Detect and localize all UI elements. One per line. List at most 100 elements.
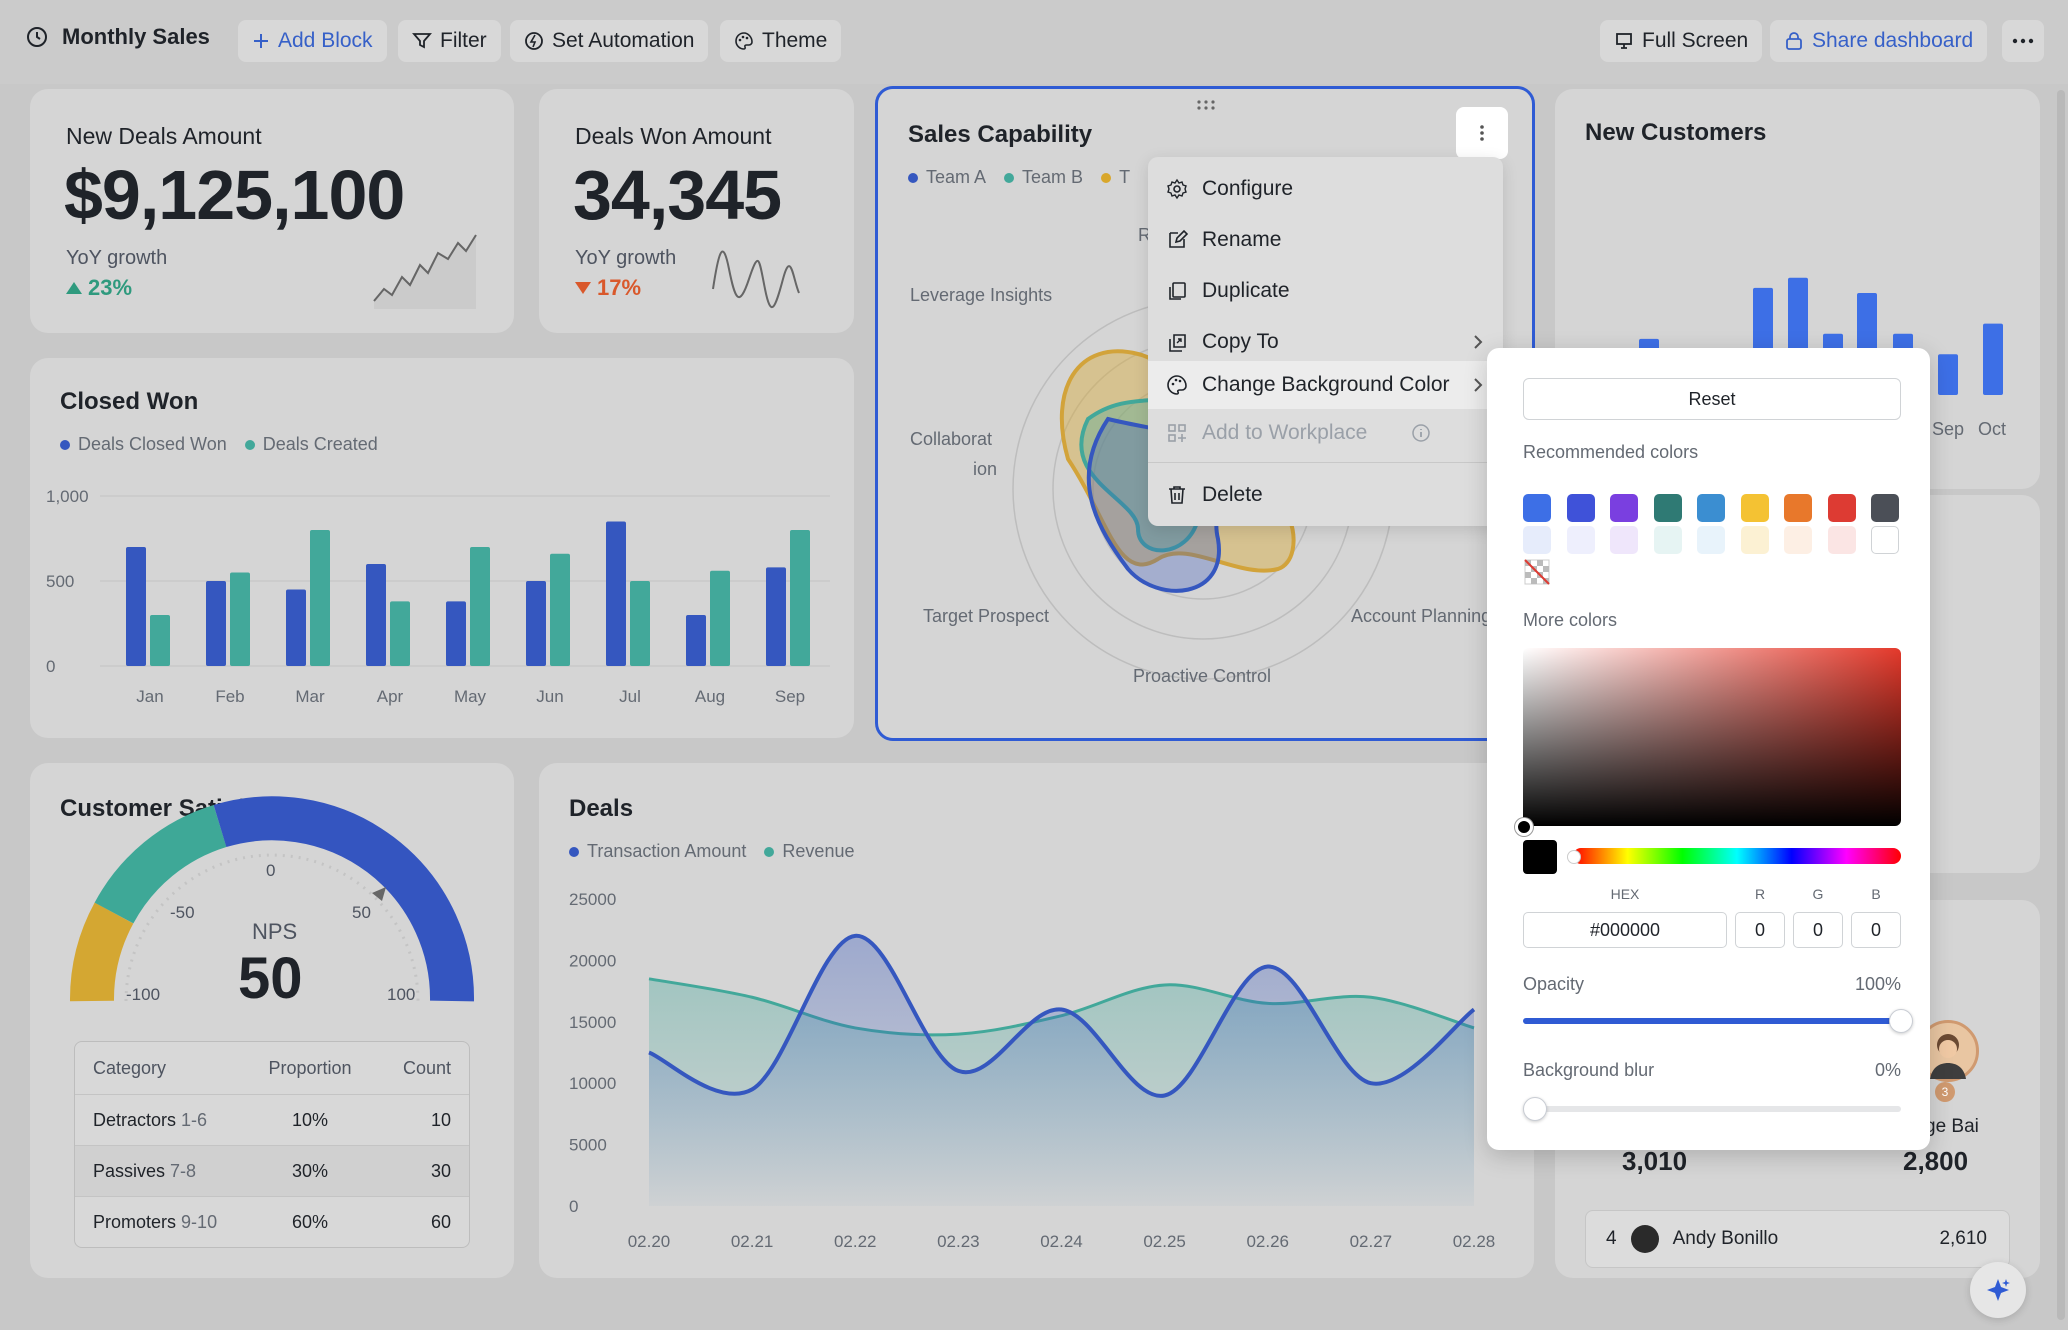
bar — [390, 601, 410, 666]
color-swatch[interactable] — [1566, 526, 1595, 554]
hue-handle[interactable] — [1567, 850, 1581, 864]
bar — [206, 581, 226, 666]
bar — [1983, 323, 2003, 395]
legend-item: Team A — [908, 167, 986, 188]
color-swatch[interactable] — [1653, 526, 1682, 554]
color-preview — [1523, 840, 1557, 874]
r-input[interactable]: 0 — [1735, 912, 1785, 948]
x-tick-label: 02.21 — [731, 1232, 774, 1251]
y-tick-label: 0 — [569, 1197, 578, 1216]
opacity-slider-handle[interactable] — [1889, 1009, 1913, 1033]
legend-item: Deals Created — [244, 434, 378, 455]
card-title: New Customers — [1585, 119, 1767, 146]
gradient-handle[interactable] — [1515, 818, 1533, 836]
menu-item-add-to-workplace: Add to Workplace — [1148, 409, 1503, 457]
history-icon — [27, 27, 47, 47]
color-swatch[interactable] — [1610, 526, 1638, 554]
full-screen-button[interactable]: Full Screen — [1600, 20, 1763, 62]
y-tick-label: 15000 — [569, 1013, 616, 1032]
color-swatch[interactable] — [1784, 526, 1812, 554]
hue-slider[interactable] — [1573, 848, 1901, 864]
ai-assistant-button[interactable] — [1970, 1262, 2026, 1318]
menu-item-configure[interactable]: Configure — [1148, 165, 1503, 213]
chevron-right-icon — [1474, 378, 1483, 392]
opacity-slider[interactable] — [1523, 1018, 1901, 1024]
blur-slider[interactable] — [1523, 1106, 1901, 1112]
page-scrollbar[interactable] — [2057, 90, 2065, 1320]
chevron-right-icon — [1474, 335, 1483, 349]
color-swatch[interactable] — [1871, 494, 1899, 522]
bar — [710, 570, 730, 666]
card-context-menu: Configure Rename Duplicate Copy To Chang… — [1148, 157, 1503, 526]
area-fill — [649, 935, 1474, 1206]
b-input[interactable]: 0 — [1851, 912, 1901, 948]
color-swatch[interactable] — [1697, 526, 1725, 554]
color-swatch[interactable] — [1523, 494, 1551, 522]
menu-item-duplicate[interactable]: Duplicate — [1148, 267, 1503, 315]
y-tick-label: 1,000 — [46, 487, 89, 506]
color-swatch[interactable] — [1871, 526, 1899, 554]
g-input[interactable]: 0 — [1793, 912, 1843, 948]
palette-icon — [1167, 375, 1187, 395]
closed-won-card[interactable]: Closed Won Deals Closed Won Deals Create… — [30, 358, 854, 738]
color-swatch[interactable] — [1697, 494, 1725, 522]
b-label: B — [1871, 886, 1881, 902]
x-tick-label: Sep — [1932, 419, 1965, 439]
x-tick-label: 02.22 — [834, 1232, 877, 1251]
menu-item-rename[interactable]: Rename — [1148, 216, 1503, 264]
reset-button[interactable]: Reset — [1523, 378, 1901, 420]
avatar — [1630, 1225, 1659, 1253]
color-swatch[interactable] — [1827, 526, 1856, 554]
filter-button[interactable]: Filter — [398, 20, 501, 62]
deals-card[interactable]: Deals Transaction Amount Revenue 0 5000 10… — [539, 763, 1534, 1278]
deals-won-card[interactable]: Deals Won Amount 34,345 YoY growth 17% — [539, 89, 854, 333]
color-swatch[interactable] — [1740, 526, 1769, 554]
y-tick-label: 20000 — [569, 951, 616, 970]
menu-item-delete[interactable]: Delete — [1148, 471, 1503, 519]
x-tick-label: Apr — [377, 687, 404, 706]
new-deals-card[interactable]: New Deals Amount $9,125,100 YoY growth 2… — [30, 89, 514, 333]
table-header: Category Proportion Count — [93, 1057, 451, 1078]
card-menu-button[interactable] — [1456, 107, 1508, 159]
color-swatch[interactable] — [1610, 494, 1638, 522]
menu-item-copy-to[interactable]: Copy To — [1148, 318, 1503, 366]
add-block-button[interactable]: Add Block — [238, 20, 387, 62]
leader-value: 2,800 — [1903, 1146, 1969, 1176]
hex-input[interactable]: #000000 — [1523, 912, 1727, 948]
leader-value: 3,010 — [1622, 1146, 1688, 1176]
sparkline — [373, 234, 477, 309]
theme-button[interactable]: Theme — [720, 20, 842, 62]
color-swatch[interactable] — [1740, 494, 1769, 522]
bar — [150, 615, 170, 666]
color-swatch[interactable] — [1827, 494, 1856, 522]
rank: 4 — [1606, 1228, 1617, 1249]
legend-item: Deals Closed Won — [60, 434, 227, 455]
share-dashboard-button[interactable]: Share dashboard — [1770, 20, 1988, 62]
color-swatch[interactable] — [1653, 494, 1682, 522]
rank-badge: 3 — [1935, 1082, 1955, 1102]
gauge-tick: 100 — [387, 985, 416, 1004]
x-tick-label: 02.23 — [937, 1232, 980, 1251]
opacity-value: 100% — [1854, 974, 1901, 994]
no-color-swatch[interactable] — [1523, 558, 1551, 586]
set-automation-button[interactable]: Set Automation — [510, 20, 709, 62]
color-swatch[interactable] — [1523, 526, 1551, 554]
chart-legend: Team A Team B T — [908, 167, 1130, 188]
blur-slider-handle[interactable] — [1523, 1097, 1547, 1121]
automation-icon — [525, 32, 543, 50]
x-tick-label: Jul — [619, 687, 641, 706]
x-tick-label: Feb — [215, 687, 244, 706]
drag-handle-icon[interactable] — [1196, 99, 1216, 111]
opacity-label: Opacity — [1523, 974, 1585, 994]
bar — [310, 530, 330, 666]
color-swatch[interactable] — [1566, 494, 1595, 522]
arrow-up-icon — [66, 282, 82, 294]
color-gradient-area[interactable] — [1523, 648, 1901, 826]
color-swatch[interactable] — [1784, 494, 1812, 522]
customer-satisfaction-card[interactable]: Customer Satisfaction 0 -50 50 -100 100 … — [30, 763, 514, 1278]
menu-item-change-background-color[interactable]: Change Background Color — [1148, 361, 1503, 409]
leaderboard-row[interactable]: 4 Andy Bonillo 2,610 — [1585, 1210, 2010, 1268]
add-workplace-icon — [1168, 424, 1186, 442]
more-options-button[interactable] — [2002, 20, 2044, 62]
radar-axis-label: ion — [973, 459, 998, 479]
